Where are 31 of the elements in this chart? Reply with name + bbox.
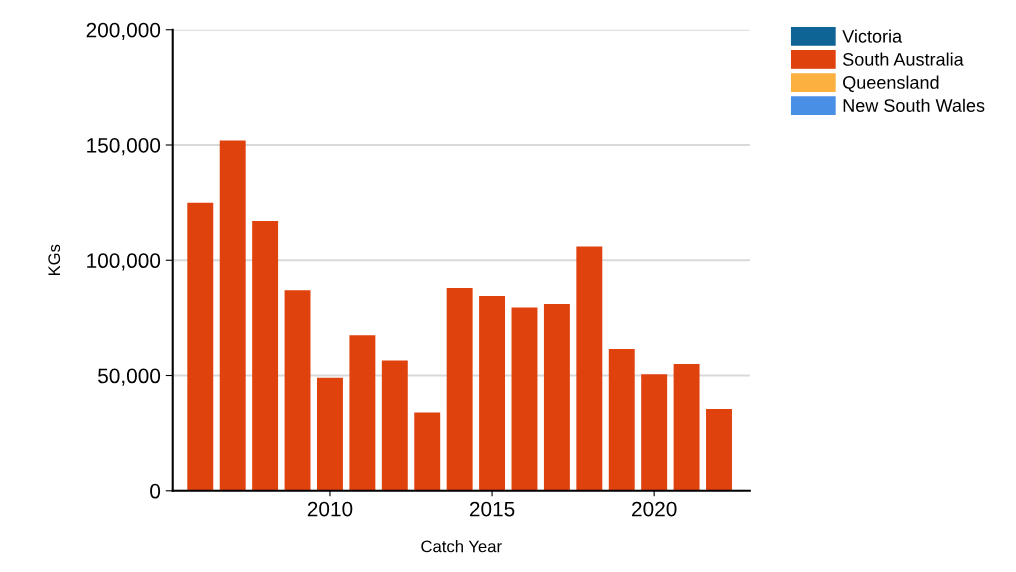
legend-label: New South Wales <box>843 98 985 112</box>
y-tick-label: 50,000 <box>98 368 161 386</box>
bar <box>284 290 311 491</box>
bar <box>673 363 700 491</box>
bar <box>219 140 246 491</box>
bar <box>252 221 279 491</box>
bar <box>381 360 408 491</box>
bar <box>479 295 506 491</box>
y-tick-label: 0 <box>150 483 161 499</box>
x-tick-label: 2020 <box>632 501 677 517</box>
bar <box>641 374 668 491</box>
bar <box>608 349 635 491</box>
bar <box>543 304 570 491</box>
bar <box>187 202 214 491</box>
y-tick-label: 100,000 <box>87 253 161 271</box>
bar <box>414 412 441 491</box>
y-axis-title: KGs <box>48 244 61 276</box>
legend-label: South Australia <box>843 52 964 66</box>
y-tick-label: 150,000 <box>87 138 161 156</box>
x-axis-title: Catch Year <box>421 540 502 553</box>
bar <box>349 335 376 491</box>
x-tick-label: 2015 <box>469 501 515 517</box>
bar <box>511 307 538 491</box>
bar <box>576 246 603 491</box>
bar <box>446 287 473 491</box>
x-tick-label: 2010 <box>307 501 353 517</box>
y-tick-label: 200,000 <box>86 22 161 40</box>
legend-label: Victoria <box>842 29 903 43</box>
legend-label: Queensland <box>843 75 939 93</box>
bar <box>706 408 732 491</box>
bar <box>316 377 343 491</box>
